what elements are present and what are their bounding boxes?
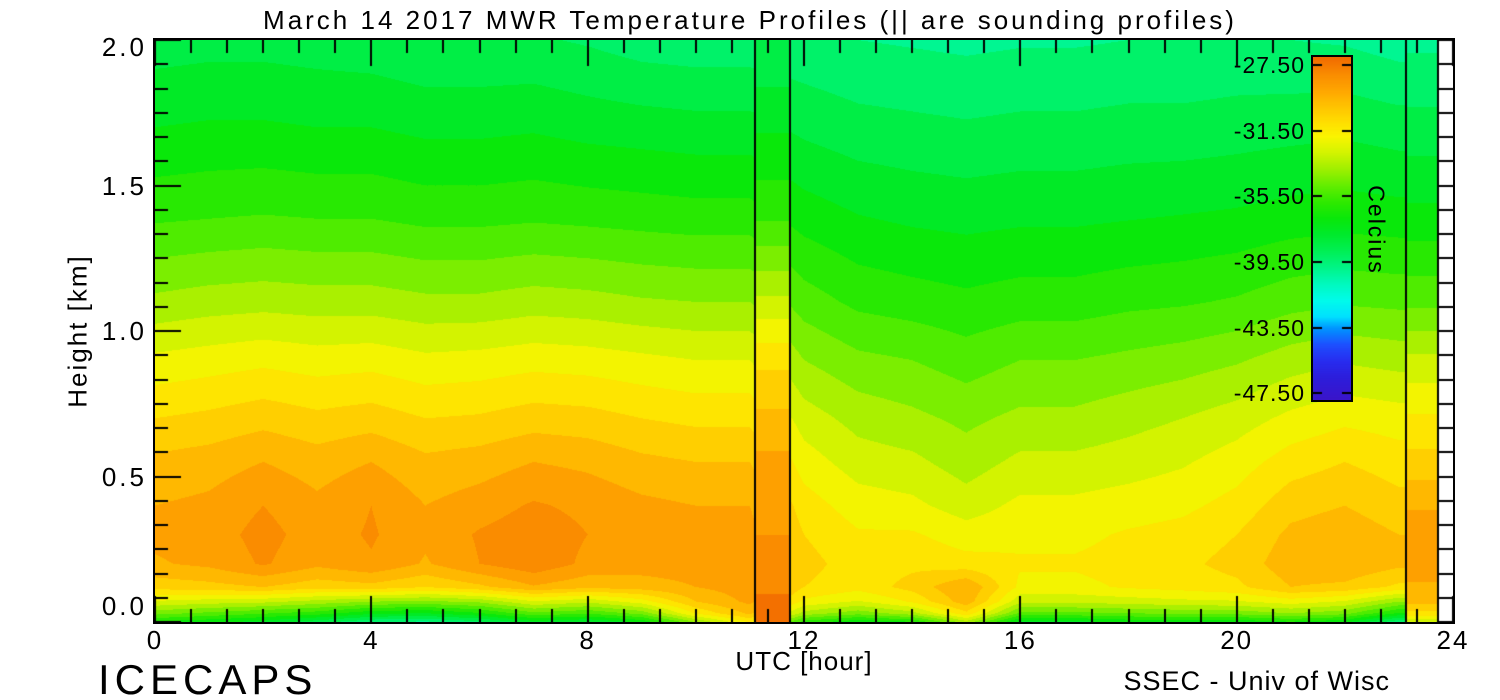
x-tick-label: 0 [146, 625, 164, 655]
x-tick-label: 4 [363, 625, 380, 655]
colorbar [1311, 55, 1353, 402]
temperature-heatmap [155, 40, 1453, 622]
x-tick-label: 16 [1003, 625, 1037, 655]
colorbar-title: Celcius [1363, 185, 1390, 275]
y-tick-label: 1.5 [101, 170, 147, 201]
y-tick-label: 0.5 [101, 461, 147, 492]
colorbar-gradient [1313, 57, 1351, 400]
y-tick-label: 2.0 [101, 32, 147, 62]
project-label: ICECAPS [98, 656, 318, 700]
chart-title: March 14 2017 MWR Temperature Profiles (… [263, 5, 1237, 35]
x-tick-label: 24 [1436, 625, 1470, 655]
colorbar-tick-label: -39.50 [1233, 249, 1305, 276]
colorbar-tick-label: -35.50 [1233, 183, 1305, 210]
x-tick-label: 12 [787, 625, 821, 655]
y-tick-label: 1.0 [101, 316, 147, 346]
colorbar-tick-label: -31.50 [1233, 117, 1305, 144]
plot-frame [153, 38, 1455, 624]
x-tick-label: 8 [579, 625, 596, 655]
colorbar-tick-label: -43.50 [1233, 314, 1305, 341]
x-tick-label: 20 [1220, 625, 1254, 655]
colorbar-tick-label: -27.50 [1233, 52, 1305, 79]
y-tick-label: 0.0 [101, 591, 147, 621]
x-axis-title: UTC [hour] [735, 646, 873, 676]
credit-label: SSEC - Univ of Wisc [1123, 666, 1390, 696]
colorbar-tick-label: -47.50 [1233, 380, 1305, 407]
